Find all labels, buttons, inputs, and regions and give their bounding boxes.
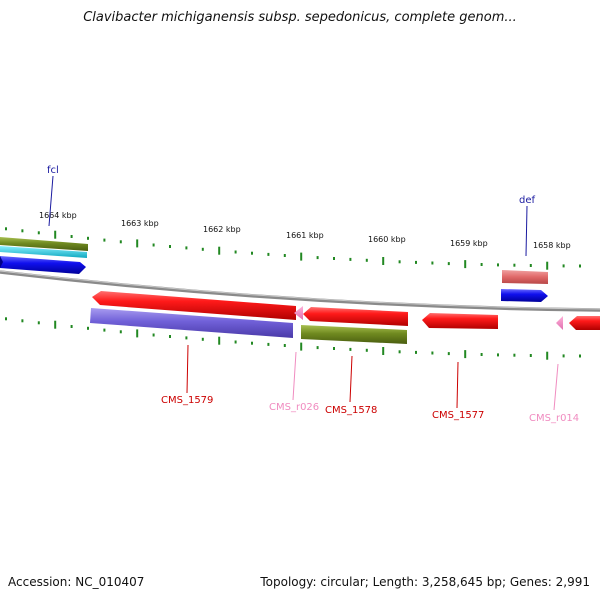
genome-backbone-highlight — [0, 270, 600, 310]
label-CMS_1579: CMS_1579 — [161, 395, 213, 406]
leader-def — [525, 205, 528, 257]
leader-CMS_r026 — [292, 351, 297, 401]
gene-CMS_1578-olive[interactable] — [301, 325, 407, 344]
gene-CMS_1579-red[interactable] — [92, 291, 296, 320]
tick-label-1659: 1659 kbp — [450, 239, 488, 248]
kbp-labels: 1664 kbp 1663 kbp 1662 kbp 1661 kbp 1660… — [39, 211, 571, 250]
label-CMS_r014: CMS_r014 — [529, 413, 579, 424]
label-CMS_r026: CMS_r026 — [269, 402, 319, 413]
gene-CMS_r014[interactable] — [556, 316, 563, 330]
leader-CMS_1577 — [456, 361, 459, 409]
leader-CMS_r014 — [553, 363, 559, 411]
tick-label-1658: 1658 kbp — [533, 241, 571, 250]
label-def: def — [519, 195, 536, 206]
tick-label-1662: 1662 kbp — [203, 225, 241, 234]
inner-tick-row — [5, 317, 581, 360]
tick-label-1664: 1664 kbp — [39, 211, 77, 220]
map-title: Clavibacter michiganensis subsp. sepedon… — [83, 10, 517, 25]
tick-label-1660: 1660 kbp — [368, 235, 406, 244]
gene-CMS_1577[interactable] — [422, 313, 498, 329]
gene-CMS_1579-purple[interactable] — [90, 308, 293, 338]
accession-text: Accession: NC_010407 — [8, 575, 145, 589]
label-CMS_1577: CMS_1577 — [432, 410, 484, 421]
gene-blue-left-stub[interactable] — [0, 256, 3, 268]
leader-CMS_1579 — [186, 344, 189, 394]
outer-tick-row — [5, 227, 581, 270]
tick-label-1661: 1661 kbp — [286, 231, 324, 240]
gene-CMS_r026[interactable] — [294, 306, 303, 320]
gene-fcl[interactable] — [0, 256, 86, 274]
leader-fcl — [48, 175, 54, 227]
gene-cyan-top-left[interactable] — [0, 246, 87, 258]
genome-backbone — [0, 270, 600, 312]
leader-CMS_1578 — [349, 355, 353, 403]
gene-CMS_1578-red[interactable] — [303, 307, 408, 326]
gene-olive-top-left[interactable] — [0, 237, 88, 251]
topology-summary: Topology: circular; Length: 3,258,645 bp… — [260, 575, 590, 589]
tick-label-1663: 1663 kbp — [121, 219, 159, 228]
gene-red-right-edge[interactable] — [569, 316, 600, 330]
gene-salmon-right[interactable] — [502, 270, 548, 284]
label-CMS_1578: CMS_1578 — [325, 405, 377, 416]
gene-def[interactable] — [501, 289, 548, 302]
label-fcl: fcl — [47, 165, 59, 176]
